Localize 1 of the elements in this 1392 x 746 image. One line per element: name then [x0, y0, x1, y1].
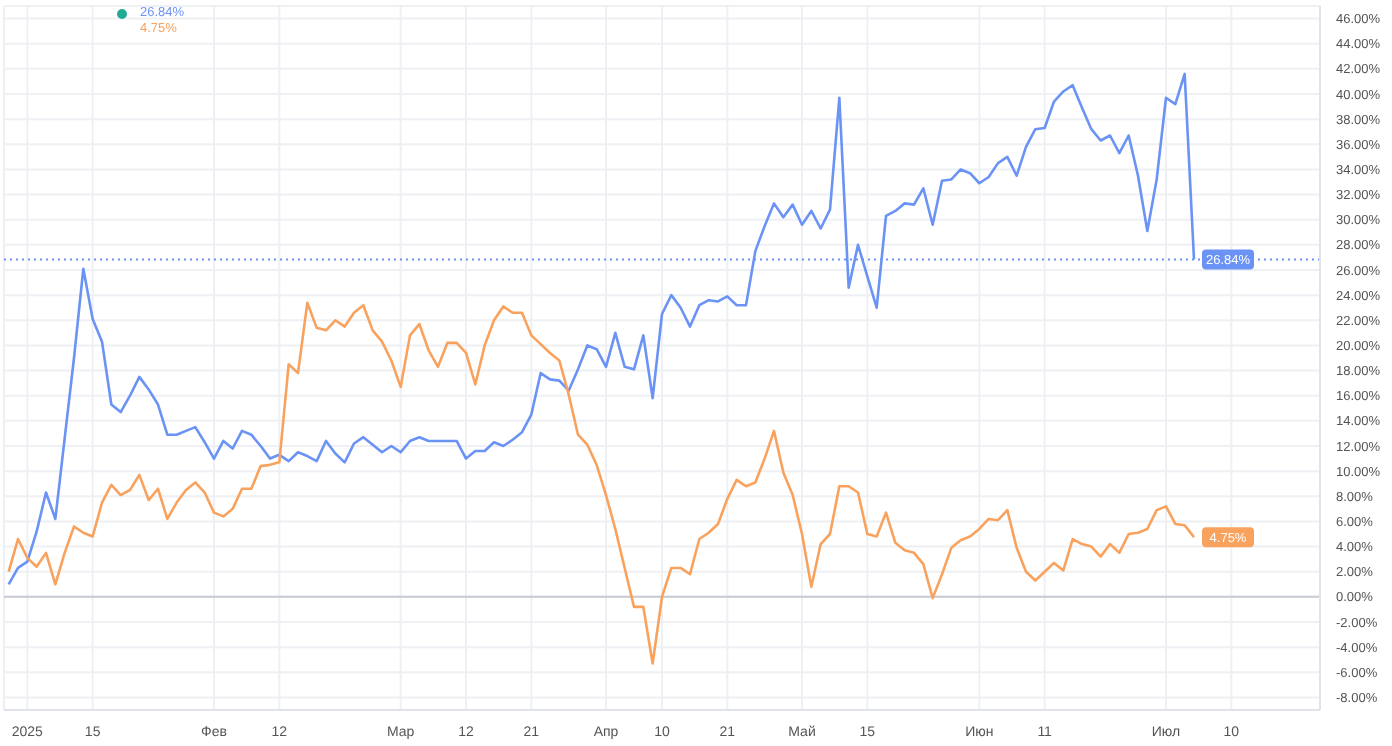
- line-series: [7, 301, 1196, 665]
